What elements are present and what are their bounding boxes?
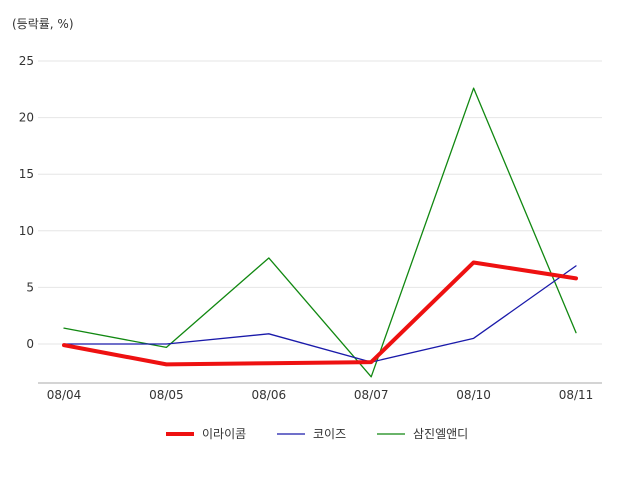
x-tick-label: 08/06 <box>252 388 287 402</box>
grid-lines <box>38 60 602 345</box>
series-line <box>63 87 577 378</box>
x-tick-label: 08/05 <box>149 388 184 402</box>
y-tick-label: 20 <box>19 111 34 125</box>
y-tick-label: 0 <box>26 337 34 351</box>
series-line <box>62 260 578 367</box>
legend-label: 이라이콤 <box>202 427 246 441</box>
y-tick-label: 25 <box>19 54 34 68</box>
x-tick-labels: 08/04 08/05 08/06 08/07 08/10 08/11 <box>47 388 594 402</box>
legend-label: 코이즈 <box>313 427 346 441</box>
legend: 이라이콤 코이즈 삼진엘앤디 <box>166 427 468 441</box>
x-tick-label: 08/04 <box>47 388 82 402</box>
y-tick-label: 15 <box>19 167 34 181</box>
x-tick-label: 08/10 <box>456 388 491 402</box>
y-tick-label: 5 <box>26 280 34 294</box>
x-tick-label: 08/07 <box>354 388 389 402</box>
y-tick-labels: 25 20 15 10 5 0 <box>19 54 34 351</box>
legend-label: 삼진엘앤디 <box>413 427 468 441</box>
x-tick-label: 08/11 <box>559 388 594 402</box>
series-lines <box>62 87 578 378</box>
series-line <box>63 265 577 363</box>
y-axis-label: (등락률, %) <box>12 17 74 31</box>
y-tick-label: 10 <box>19 224 34 238</box>
